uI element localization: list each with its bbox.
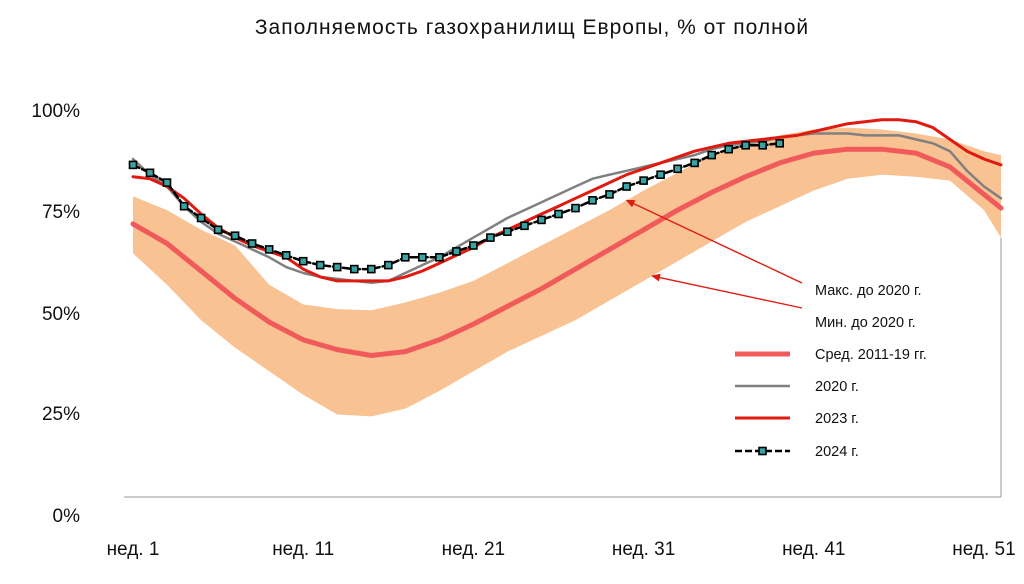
y-tick-label: 0% [53,506,81,527]
series-point-2024 [588,196,597,205]
series-point-2024 [707,150,717,160]
legend: Макс. до 2020 г. Мин. до 2020 г. Сред. 201… [735,283,927,460]
series-point-2024 [571,203,580,213]
series-point-2024 [486,233,495,242]
series-point-2024 [247,239,257,248]
series-point-2024 [503,227,512,236]
series-point-2024 [741,141,751,150]
series-point-2024 [281,251,291,260]
series-point-2024 [332,262,342,272]
legend-label-y2020: 2020 г. [815,379,859,395]
series-point-2024 [724,144,734,154]
series-point-2024 [298,256,308,266]
legend-label-y2023: 2023 г. [815,411,859,427]
series-point-2024 [469,241,478,250]
series-point-2024 [264,245,274,254]
y-tick-label: 100% [31,101,80,122]
series-point-2024 [656,170,665,179]
series-point-2024 [622,182,631,191]
series-line-avg [130,146,1004,358]
series-point-2024 [400,253,410,262]
series-point-2024 [690,158,699,168]
legend-marker-2024 [758,446,767,456]
series-point-2024 [639,176,648,185]
series-point-2024 [435,253,444,262]
series-point-2024 [758,141,768,150]
arrow-max-annotation [625,199,803,284]
y-tick-label: 75% [42,202,80,223]
arrows-layer [625,199,803,309]
series-point-2024 [179,201,189,211]
series-point-2024 [145,168,155,178]
x-tick-label: нед. 51 [952,539,1015,560]
y-tick-label: 50% [42,304,80,325]
x-tick-label: нед. 31 [612,539,675,560]
series-point-2024 [230,231,240,240]
x-tick-label: нед. 1 [107,539,160,560]
series-point-2024 [349,264,359,274]
series-point-2024 [520,221,529,231]
series-point-2024 [366,264,376,274]
series-point-2024 [162,178,172,187]
x-tick-label: нед. 11 [272,539,334,560]
series-point-2024 [775,139,785,148]
y-tick-label: 25% [42,404,80,425]
series-layer [128,118,1004,358]
chart-title: Заполняемость газохранилищ Европы, % от … [255,16,809,39]
legend-label-min: Мин. до 2020 г. [815,315,916,331]
series-point-2024 [554,209,563,219]
series-point-2024 [417,253,427,262]
axes-layer: 0% 25% 50% 75% 100% нед. 1 нед. 11 нед. 21 нед. … [31,101,1015,560]
series-line-y2023 [131,118,1003,283]
series-point-2024 [383,260,393,270]
series-point-2024 [213,225,223,235]
legend-label-y2024: 2024 г. [815,444,859,460]
series-point-2024 [537,215,546,225]
legend-label-avg: Сред. 2011-19 гг. [815,347,927,363]
x-tick-label: нед. 21 [442,539,505,560]
legend-label-max: Макс. до 2020 г. [815,283,922,299]
series-point-2024 [128,160,138,170]
series-point-2024 [452,247,461,256]
series-line-y2020 [131,132,1003,285]
x-tick-label: нед. 41 [782,539,845,560]
series-point-2024 [196,213,206,223]
arrow-min-annotation [651,273,803,309]
series-point-2024 [315,260,325,270]
series-point-2024 [673,164,682,174]
series-point-2024 [605,190,614,199]
